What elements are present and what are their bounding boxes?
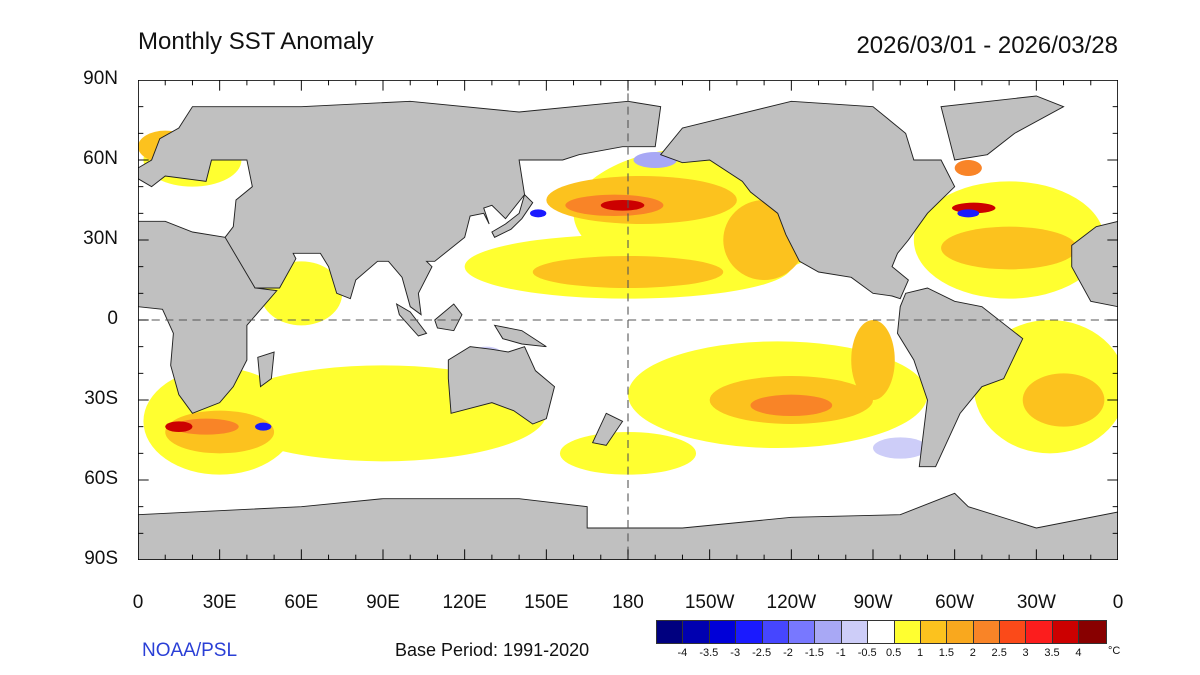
australia — [447, 346, 556, 425]
colorbar-label: 4 — [1075, 647, 1082, 659]
colorbar-swatch — [657, 621, 684, 643]
africa — [138, 220, 278, 414]
lon-label: 90E — [366, 592, 400, 613]
lon-label: 150W — [684, 592, 735, 613]
lon-label: 30W — [1016, 592, 1056, 613]
lon-label: 0 — [1112, 592, 1124, 613]
chart-title: Monthly SST Anomaly — [138, 28, 374, 55]
colorbar-label: -1.5 — [804, 647, 824, 659]
lon-label: 90W — [853, 592, 893, 613]
source-label: NOAA/PSL — [142, 640, 238, 661]
lat-label: 30S — [84, 388, 118, 409]
colorbar-label: 1 — [916, 647, 924, 659]
lat-label: 0 — [107, 308, 118, 329]
axis-ticks — [138, 80, 1118, 560]
colorbar-swatch — [894, 621, 921, 643]
sst-anomaly-map — [138, 80, 1118, 560]
colorbar-label: -3.5 — [699, 647, 719, 659]
colorbar-label: -2.5 — [752, 647, 772, 659]
colorbar-swatch — [1052, 621, 1080, 643]
antarctica — [138, 492, 1118, 560]
colorbar-label: -2 — [783, 647, 793, 659]
borneo — [434, 303, 463, 332]
colorbar-swatch — [815, 621, 842, 643]
lon-label: 180 — [612, 592, 644, 613]
colorbar-label: 2.5 — [991, 647, 1007, 659]
colorbar-swatch — [1000, 621, 1027, 643]
lat-label: 90S — [84, 548, 118, 569]
colorbar-label: -0.5 — [857, 647, 877, 659]
eurasia — [138, 100, 662, 316]
lon-label: 60E — [284, 592, 319, 613]
colorbar-swatch — [736, 621, 763, 643]
lon-label: 0 — [132, 592, 144, 613]
south-america — [897, 287, 1024, 468]
west-africa — [1071, 220, 1118, 308]
colorbar-label: -4 — [677, 647, 688, 659]
japan — [491, 193, 534, 238]
colorbar-label: 3.5 — [1044, 647, 1060, 659]
colorbar-label: -3 — [730, 647, 741, 659]
lat-label: 30N — [83, 228, 118, 249]
date-range: 2026/03/01 - 2026/03/28 — [856, 32, 1118, 59]
colorbar-label: -1 — [835, 647, 846, 659]
colorbar-swatch — [973, 621, 1001, 643]
colorbar-swatch — [868, 621, 895, 643]
colorbar-label: 2 — [969, 647, 976, 659]
colorbar-swatch — [841, 621, 869, 643]
colorbar-swatch — [788, 621, 816, 643]
base-period: Base Period: 1991-2020 — [395, 640, 590, 660]
lat-label: 90N — [83, 68, 118, 89]
colorbar-swatch — [762, 621, 789, 643]
colorbar — [656, 620, 1107, 644]
colorbar-swatch — [920, 621, 948, 643]
lon-label: 120W — [766, 592, 817, 613]
greenland — [940, 95, 1065, 161]
new-guinea — [493, 324, 547, 348]
madagascar — [257, 351, 275, 388]
lon-label: 30E — [202, 592, 237, 613]
colorbar-label: 0.5 — [885, 647, 902, 659]
colorbar-swatch — [709, 621, 737, 643]
colorbar-label: 3 — [1022, 647, 1029, 659]
colorbar-swatch — [683, 621, 710, 643]
lat-label: 60N — [83, 148, 118, 169]
north-america — [659, 100, 956, 300]
land — [138, 95, 1118, 560]
new-zealand — [591, 412, 624, 446]
lon-label: 60W — [935, 592, 975, 613]
colorbar-swatch — [1079, 621, 1106, 643]
lon-label: 150E — [524, 592, 569, 613]
colorbar-swatch — [947, 621, 974, 643]
colorbar-unit: °C — [1108, 645, 1121, 657]
lat-label: 60S — [84, 468, 118, 489]
colorbar-label: 1.5 — [938, 647, 955, 659]
colorbar-swatch — [1026, 621, 1053, 643]
lon-label: 120E — [442, 592, 487, 613]
